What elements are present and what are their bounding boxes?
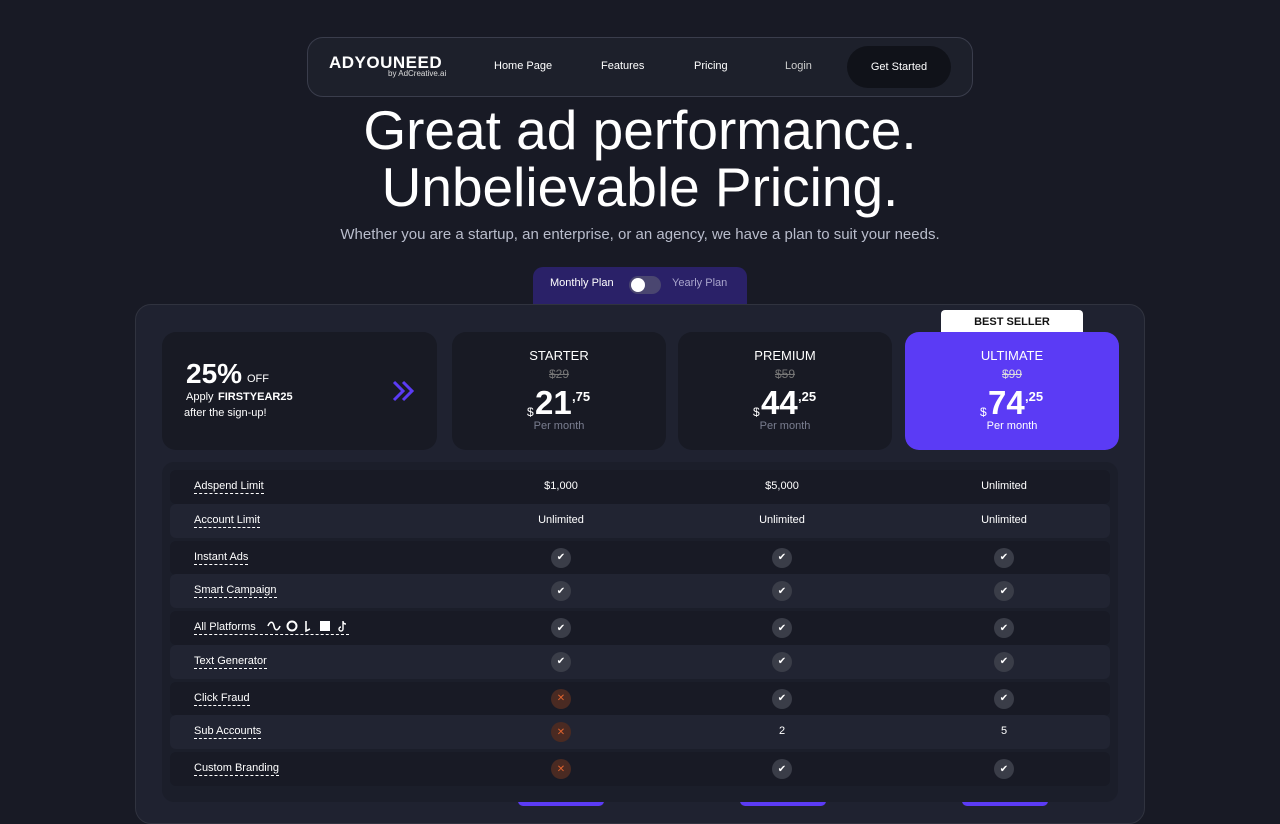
currency: $ [753,405,760,419]
check-icon: ✔ [772,759,792,779]
logo-sub: by AdCreative.ai [388,69,447,78]
plan-toggle: Monthly Plan Yearly Plan [533,267,747,307]
feature-value: Unlimited [981,480,1027,492]
feature-value: $1,000 [544,480,578,492]
feature-value: Unlimited [538,513,584,526]
feature-value: Unlimited [981,513,1027,526]
apply: Apply [186,391,214,403]
feature-label: All Platforms [194,620,349,635]
cents: ,25 [798,389,817,404]
switch[interactable] [629,276,661,294]
plan-name: STARTER [529,348,589,363]
check-icon: ✔ [551,618,571,638]
navbar: ADYOUNEED by AdCreative.ai Home Page Fea… [307,37,973,97]
plan-card: PREMIUM $59 $44,25 Per month [678,332,892,450]
page: ADYOUNEED by AdCreative.ai Home Page Fea… [135,37,1145,824]
promo-card: 25% OFF Apply FIRSTYEAR25 after the sign… [162,332,437,450]
feature-row [170,715,1110,749]
discount: 25% [186,358,243,389]
feature-value: 5 [1000,725,1008,737]
feature-label: Adspend Limit [194,480,264,494]
hero-title: Great ad performance. [363,99,917,161]
arrows [392,380,415,402]
plan-card: STARTER $29 $21,75 Per month [452,332,666,450]
feature-label: Text Generator [194,654,267,669]
price: 21 [535,384,572,421]
feature-row [170,752,1110,786]
feature-row [170,540,1110,575]
monthly-label[interactable]: Monthly Plan [550,277,614,289]
check-icon: ✔ [994,651,1014,672]
period: Per month [759,420,811,432]
feature-label: Instant Ads [194,550,249,565]
old-price: $59 [774,367,796,381]
feature-label: Sub Accounts [194,725,262,739]
best-seller-badge: BEST SELLER [941,310,1083,334]
feature-value: $5,000 [765,480,799,492]
get-started[interactable]: Get Started [847,46,951,88]
login[interactable]: Login [785,60,812,72]
check-icon: ✔ [551,651,571,672]
cross-icon: ✕ [551,759,571,779]
period: Per month [533,420,585,432]
feature-value: 2 [778,725,786,737]
feature-label: Custom Branding [194,762,279,776]
plan-name: PREMIUM [754,348,816,363]
price: 44 [761,384,798,421]
plan-name: ULTIMATE [980,348,1044,363]
cross-icon: ✕ [551,688,571,709]
feature-label: Account Limit [194,513,261,528]
old-price: $29 [548,367,570,381]
check-icon: ✔ [994,688,1014,709]
nav-link[interactable]: Pricing [694,60,728,72]
off: OFF [247,373,269,385]
check-icon: ✔ [994,759,1014,779]
check-icon: ✔ [551,547,571,568]
check-icon: ✔ [772,618,792,638]
promo-code: FIRSTYEAR25 [218,391,293,403]
feature-row [170,644,1110,679]
check-icon: ✔ [994,618,1014,638]
feature-row [170,574,1110,608]
currency: $ [527,405,534,419]
yearly-label[interactable]: Yearly Plan [672,277,728,289]
nav-link[interactable]: Features [601,60,645,72]
check-icon: ✔ [994,581,1014,601]
check-icon: ✔ [551,581,571,601]
cents: ,75 [572,389,591,404]
hero-title: Unbelievable Pricing. [381,156,899,218]
cross-icon: ✕ [551,722,571,742]
feature-label: Click Fraud [194,691,250,706]
check-icon: ✔ [772,581,792,601]
feature-row [170,681,1110,716]
cents: ,25 [1025,389,1044,404]
feature-row [170,470,1110,504]
logo[interactable]: ADYOUNEED [329,53,443,72]
currency: $ [980,405,987,419]
check-icon: ✔ [772,547,792,568]
check-icon: ✔ [772,651,792,672]
old-price: $99 [1001,367,1023,381]
platform-icons [267,620,347,633]
feature-value: Unlimited [759,513,805,526]
nav-link[interactable]: Home Page [494,60,553,72]
price: 74 [988,384,1025,421]
feature-row [170,503,1110,538]
plan-card: ULTIMATE $99 $74,25 Per month [905,332,1119,450]
promo-after: after the sign-up! [184,407,267,419]
period: Per month [986,420,1038,432]
check-icon: ✔ [994,547,1014,568]
feature-label: Smart Campaign [194,584,277,598]
check-icon: ✔ [772,688,792,709]
hero-subtitle: Whether you are a startup, an enterprise… [340,226,940,243]
